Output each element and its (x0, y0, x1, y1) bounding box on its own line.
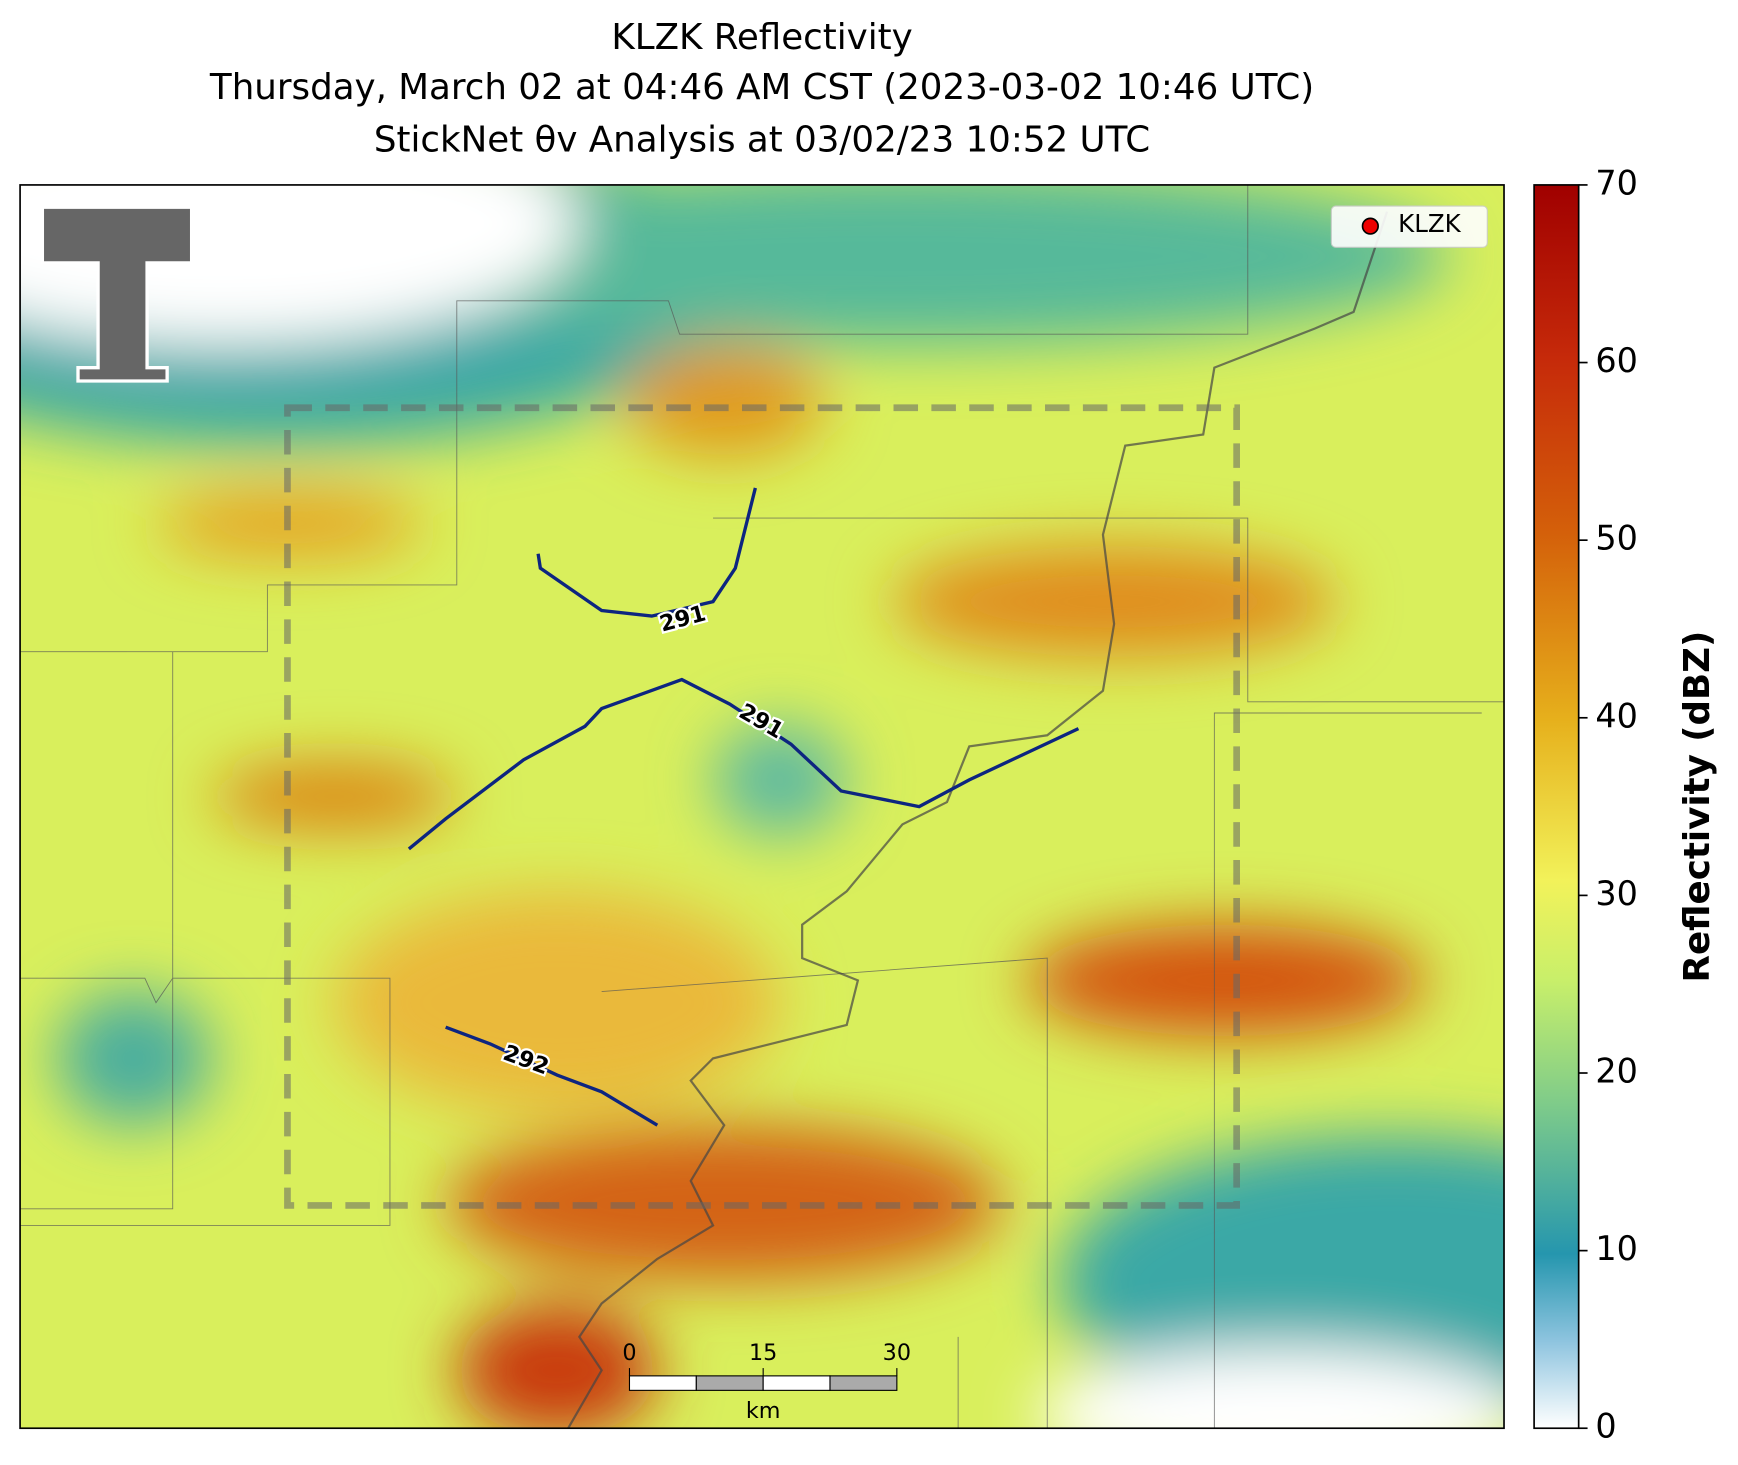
colorbar-tick-label: 40 (1595, 696, 1638, 735)
contour-line (445, 1025, 659, 1127)
colorbar-label: Reflectivity (dBZ) (1677, 631, 1718, 983)
colorbar-tick-label: 70 (1595, 163, 1638, 202)
chart-title: KLZK Reflectivity (611, 17, 912, 58)
chart-title: StickNet θv Analysis at 03/02/23 10:52 U… (374, 119, 1150, 160)
radar-map (20, 184, 1505, 1429)
scale-bar-label: 30 (883, 1340, 911, 1366)
scale-bar-segment (695, 1375, 764, 1391)
colorbar (1533, 184, 1580, 1430)
colorbar-tick-label: 30 (1595, 874, 1638, 913)
logo (40, 205, 194, 383)
scale-bar-unit: km (746, 1398, 781, 1424)
legend-box (1330, 205, 1488, 248)
colorbar-tick-label: 0 (1595, 1407, 1616, 1446)
contour-line (536, 487, 757, 618)
contour-line (407, 677, 1080, 851)
colorbar-tick-label: 60 (1595, 341, 1638, 380)
scale-bar-label: 15 (749, 1340, 777, 1366)
legend: KLZK (1330, 205, 1488, 248)
colorbar-tick-label: 20 (1595, 1052, 1638, 1091)
colorbar-tick-label: 50 (1595, 519, 1638, 558)
legend-marker (1361, 217, 1379, 235)
scale-bar-segment (628, 1375, 697, 1391)
colorbar-tick-label: 10 (1595, 1229, 1638, 1268)
legend-label: KLZK (1398, 209, 1461, 238)
chart-title: Thursday, March 02 at 04:46 AM CST (2023… (209, 67, 1314, 108)
scale-bar-segment (762, 1375, 831, 1391)
scale-bar-segment (829, 1375, 898, 1391)
scale-bar-label: 0 (622, 1340, 636, 1366)
map-frame (19, 184, 1505, 1430)
